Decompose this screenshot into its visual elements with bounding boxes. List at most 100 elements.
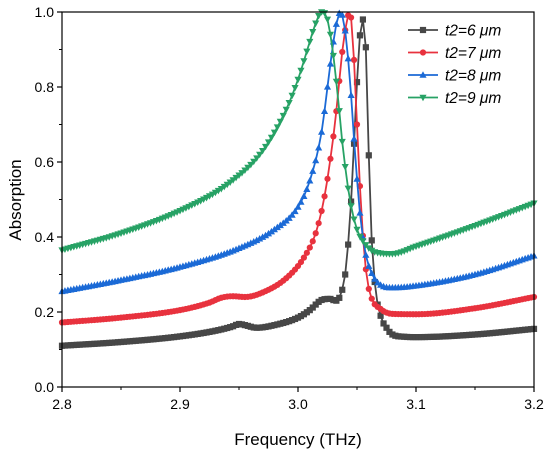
data-point	[309, 167, 317, 174]
data-point	[324, 175, 331, 182]
data-point	[288, 211, 296, 218]
data-point	[303, 249, 310, 256]
data-point	[344, 54, 352, 62]
data-point	[276, 118, 284, 126]
data-point	[339, 286, 346, 293]
data-point	[348, 14, 355, 21]
data-point	[341, 27, 349, 34]
data-point	[285, 100, 293, 107]
data-point	[362, 251, 370, 258]
data-point	[320, 107, 329, 114]
data-point	[306, 177, 314, 184]
data-point	[371, 278, 378, 286]
y-axis-title: Absorption	[6, 159, 25, 240]
data-point	[306, 38, 314, 46]
series-3	[58, 9, 538, 295]
data-point	[332, 20, 340, 27]
data-point	[323, 16, 332, 24]
legend-marker	[419, 71, 427, 78]
data-point	[291, 84, 299, 92]
data-point	[291, 207, 299, 215]
data-point	[267, 134, 276, 142]
data-point	[356, 209, 364, 216]
data-point	[303, 185, 311, 193]
data-point	[282, 106, 290, 114]
legend-item: t2=9 μm	[408, 90, 501, 107]
data-point	[350, 135, 358, 142]
series-1	[58, 16, 538, 349]
data-point	[368, 269, 376, 276]
legend-label: t2=7 μm	[445, 45, 501, 62]
y-tick-label: 0.8	[35, 79, 55, 95]
data-point	[353, 79, 361, 86]
ticks-layer: 2.8 2.9 3.0 3.1 3.2 0.0 0.2 0.4 0.6 0.8 1.0	[35, 4, 544, 412]
data-point	[288, 92, 296, 100]
data-point	[362, 44, 369, 51]
data-point	[270, 129, 278, 137]
y-tick-label: 0.0	[35, 379, 55, 395]
data-point	[365, 152, 372, 159]
y-tick-label: 0.2	[35, 304, 55, 320]
legend-item: t2=7 μm	[408, 45, 501, 62]
data-point	[315, 220, 322, 227]
data-point	[353, 175, 361, 182]
x-axis-title: Frequency (THz)	[234, 430, 362, 449]
legend-label: t2=6 μm	[445, 23, 501, 40]
data-point	[315, 12, 323, 20]
data-point	[297, 67, 305, 75]
x-tick-label: 3.0	[288, 396, 308, 412]
data-point	[356, 233, 364, 241]
data-point	[318, 128, 326, 135]
data-point	[261, 231, 270, 239]
data-point	[339, 48, 346, 56]
data-point	[341, 163, 349, 171]
x-tick-label: 2.8	[52, 396, 72, 412]
data-point	[267, 227, 276, 235]
x-tick-label: 3.2	[524, 396, 544, 412]
data-point	[303, 48, 311, 56]
data-point	[312, 230, 319, 237]
data-point	[356, 32, 364, 39]
data-point	[353, 226, 361, 234]
data-point	[347, 203, 355, 210]
data-point	[300, 58, 308, 65]
y-tick-label: 1.0	[35, 4, 55, 20]
data-point	[342, 271, 349, 278]
data-point	[315, 143, 323, 151]
legend-label: t2=9 μm	[445, 90, 501, 107]
data-point	[253, 155, 261, 162]
data-point	[365, 262, 373, 269]
legend-marker	[419, 94, 427, 102]
legend-marker	[419, 26, 427, 34]
data-point	[336, 294, 343, 301]
data-point	[294, 203, 302, 210]
data-point	[312, 156, 320, 164]
series-layer	[58, 9, 538, 349]
data-point	[297, 258, 305, 266]
data-point	[368, 237, 375, 244]
series-4	[58, 9, 538, 258]
data-point	[279, 112, 287, 120]
legend: t2=6 μm t2=7 μm t2=8 μm t2=9 μm	[408, 23, 501, 107]
data-point	[250, 158, 258, 166]
data-point	[359, 238, 367, 245]
data-point	[273, 223, 281, 231]
data-point	[247, 161, 255, 169]
data-point	[383, 324, 390, 331]
data-point	[335, 108, 343, 115]
data-point	[350, 216, 358, 224]
data-point	[338, 138, 346, 146]
data-point	[309, 29, 317, 36]
data-point	[326, 60, 335, 67]
data-point	[371, 275, 379, 282]
data-point	[368, 295, 375, 302]
data-point	[359, 16, 366, 23]
x-tick-label: 3.1	[406, 396, 426, 412]
x-tick-label: 2.9	[170, 396, 190, 412]
data-point	[264, 229, 273, 237]
data-point	[330, 133, 337, 140]
legend-marker	[419, 49, 427, 56]
data-point	[338, 11, 346, 18]
data-point	[323, 83, 332, 90]
